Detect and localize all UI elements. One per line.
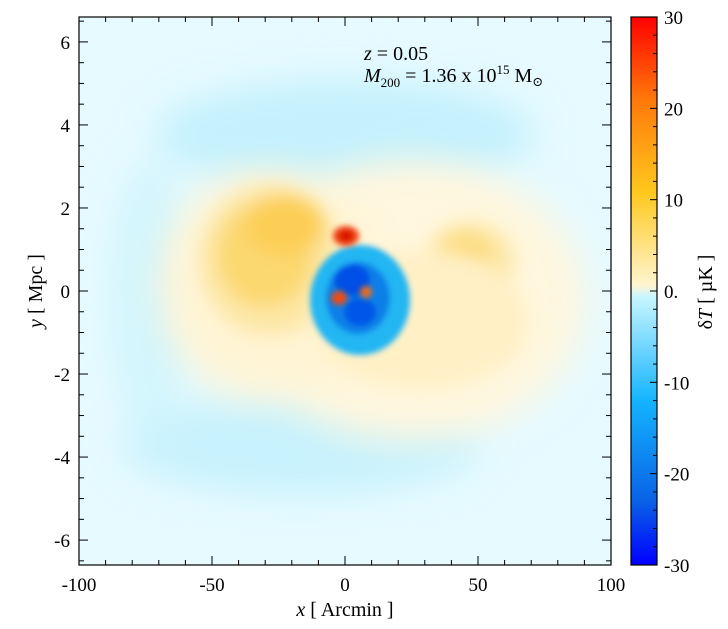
x-axis-ticks: -100 -50 0 50 100 [62,17,626,596]
y-tick-label: 0 [61,282,71,303]
colorbar-tick-label: -30 [664,556,689,577]
heatmap-field [79,17,611,565]
mass-annotation: M200 = 1.36 x 1015 M⊙ [363,62,543,90]
y-axis-ticks: -6 -4 -2 0 2 4 6 [54,20,611,562]
y-tick-label: -2 [54,365,70,386]
colorbar-tick-label: 20 [664,99,683,120]
x-tick-label: 0 [340,575,350,596]
colorbar-tick-label: 0. [664,282,678,303]
x-tick-label: -50 [199,575,224,596]
y-tick-label: -6 [54,531,70,552]
colorbar-tick-label: 10 [664,191,683,212]
hot-spots [331,226,372,305]
colorbar-title: δT [ µK ] [695,255,717,330]
y-tick-label: -4 [54,448,70,469]
y-tick-label: 2 [61,199,71,220]
x-tick-label: 100 [597,575,626,596]
colorbar-tick-label: -10 [664,373,689,394]
cold-core [310,245,410,355]
x-tick-label: 50 [469,575,488,596]
y-tick-label: 6 [61,33,71,54]
colorbar-tick-label: -20 [664,465,689,486]
x-tick-label: -100 [62,575,97,596]
colorbar-tick-label: 30 [664,8,683,29]
colorbar-ticks: -30 -20 -10 0. 10 20 30 [650,8,689,577]
y-tick-label: 4 [61,116,71,137]
redshift-annotation: z = 0.05 [363,43,428,65]
y-axis-title: y [ Mpc ] [25,254,47,330]
x-axis-title: x [ Arcmin ] [295,599,393,621]
